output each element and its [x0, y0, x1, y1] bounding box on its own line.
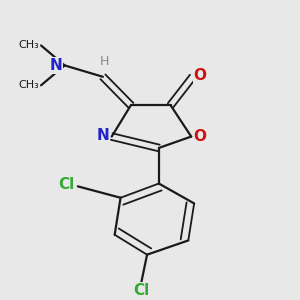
Text: O: O [194, 68, 207, 83]
Text: Cl: Cl [133, 283, 149, 298]
Text: Cl: Cl [59, 177, 75, 192]
Text: H: H [100, 55, 109, 68]
Text: CH₃: CH₃ [19, 80, 40, 90]
Text: O: O [194, 129, 207, 144]
Text: N: N [50, 58, 62, 73]
Text: CH₃: CH₃ [19, 40, 40, 50]
Text: N: N [97, 128, 109, 142]
